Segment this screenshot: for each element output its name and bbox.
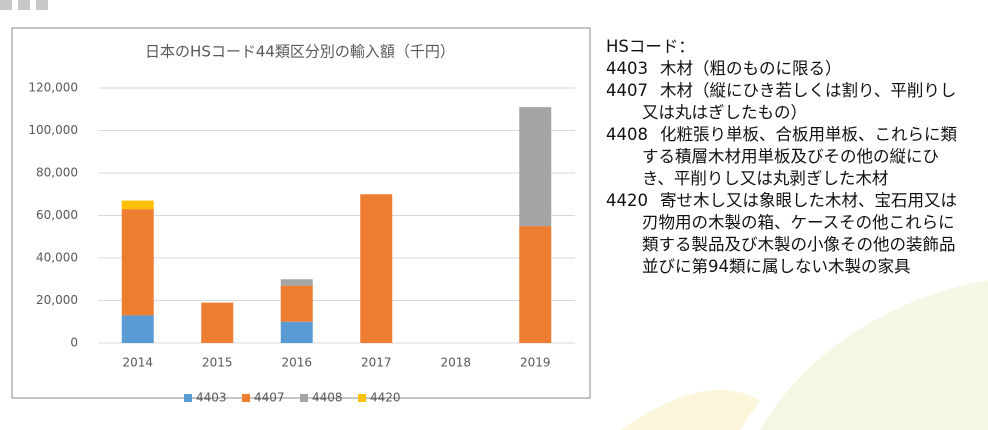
- y-tick-label: 20,000: [36, 293, 78, 307]
- y-tick-label: 80,000: [36, 166, 78, 180]
- bar-segment: [121, 209, 154, 316]
- notes-heading: HSコード：: [606, 37, 695, 56]
- bar-segment: [280, 279, 313, 286]
- bar-segment: [519, 226, 552, 343]
- y-tick-label: 40,000: [36, 251, 78, 265]
- note-item: 4408 化粧張り単板、合板用単板、これらに類する積層木材用単板及びその他の縦にひ…: [606, 124, 968, 190]
- bar-segment: [121, 315, 154, 343]
- decor: [0, 0, 12, 10]
- hs-code: 4403: [606, 59, 648, 78]
- y-tick-label: 0: [70, 336, 78, 350]
- hs-code: 4420: [606, 191, 648, 210]
- bar-segment: [360, 194, 393, 343]
- legend-label: 4403: [196, 391, 227, 405]
- chart-title: 日本のHSコード44類区分別の輸入額（千円）: [145, 43, 455, 61]
- x-tick-label: 2018: [440, 356, 471, 370]
- bar-segment: [280, 321, 313, 343]
- hs-description: 化粧張り単板、合板用単板、これらに類する積層木材用単板及びその他の縦にひき、平削…: [642, 125, 957, 188]
- legend-swatch: [300, 394, 308, 402]
- y-tick-label: 100,000: [28, 123, 78, 137]
- notes: HSコード： 4403 木材（粗のものに限る） 4407 木材（縦にひき若しくは割り、…: [606, 36, 968, 278]
- bar-segment: [121, 200, 154, 210]
- note-item: 4420 寄せ木し又は象眼した木材、宝石用又は刃物用の木製の箱、ケースその他これら…: [606, 190, 968, 278]
- bar-segment: [201, 302, 234, 343]
- decor: [18, 0, 30, 10]
- hs-code: 4407: [606, 81, 648, 100]
- hs-description: 木材（粗のものに限る）: [660, 59, 842, 78]
- legend-label: 4407: [254, 391, 285, 405]
- note-item: 4403 木材（粗のものに限る）: [606, 58, 968, 80]
- bar-segment: [519, 107, 552, 227]
- y-tick-label: 60,000: [36, 208, 78, 222]
- legend-swatch: [242, 394, 250, 402]
- bar-segment: [280, 285, 313, 322]
- decor: [36, 0, 48, 10]
- background-leaf: [760, 280, 988, 430]
- x-tick-label: 2016: [281, 356, 312, 370]
- legend-swatch: [184, 394, 192, 402]
- hs-description: 木材（縦にひき若しくは割り、平削りし又は丸はぎしたもの）: [642, 81, 957, 122]
- legend-label: 4408: [312, 391, 343, 405]
- y-tick-label: 120,000: [28, 81, 78, 95]
- x-tick-label: 2015: [202, 356, 233, 370]
- note-item: 4407 木材（縦にひき若しくは割り、平削りし又は丸はぎしたもの）: [606, 80, 968, 124]
- hs-description: 寄せ木し又は象眼した木材、宝石用又は刃物用の木製の箱、ケースその他これらに類する…: [642, 191, 957, 276]
- x-tick-label: 2017: [361, 356, 392, 370]
- legend-label: 4420: [370, 391, 401, 405]
- legend-swatch: [358, 394, 366, 402]
- x-tick-label: 2019: [520, 356, 551, 370]
- background-leaf: [620, 390, 760, 430]
- hs-code: 4408: [606, 125, 648, 144]
- x-tick-label: 2014: [122, 356, 153, 370]
